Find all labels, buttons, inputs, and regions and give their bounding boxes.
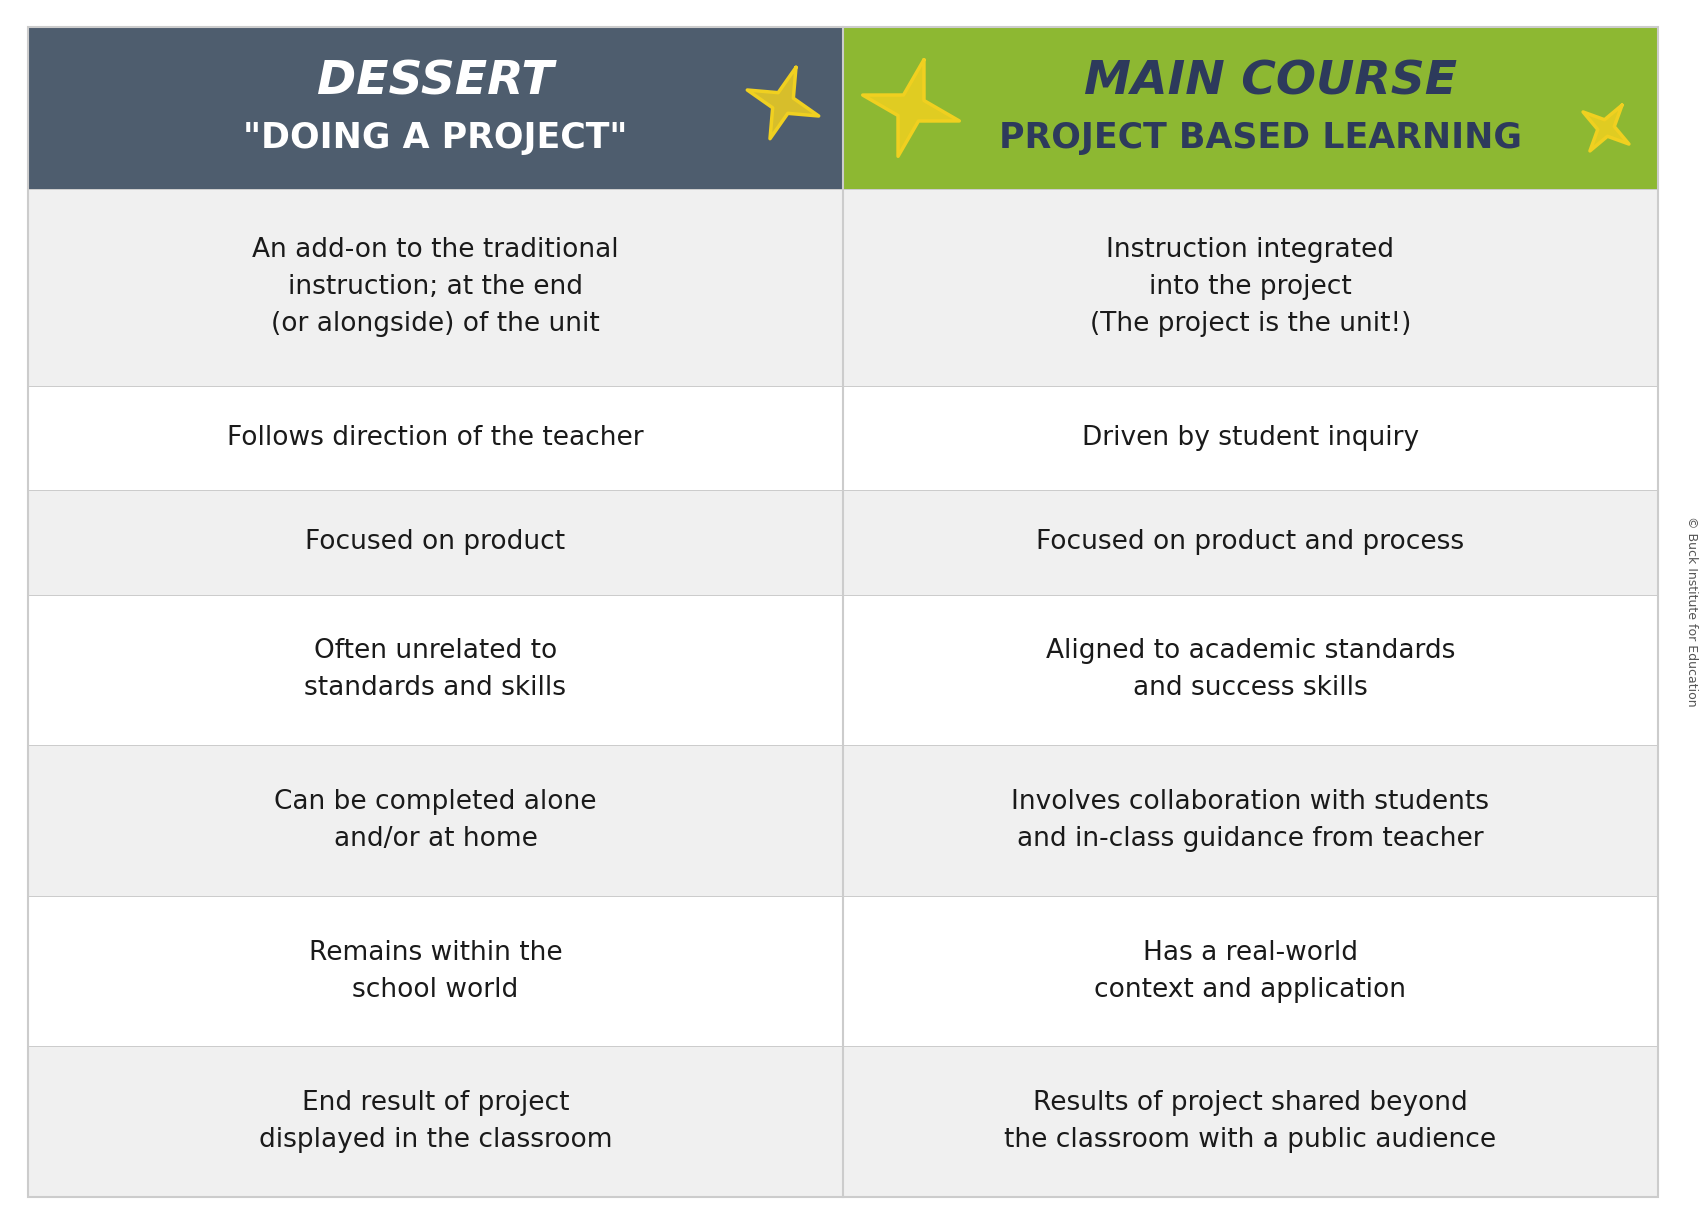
Text: Often unrelated to
standards and skills: Often unrelated to standards and skills [303, 638, 566, 701]
Text: End result of project
displayed in the classroom: End result of project displayed in the c… [259, 1090, 612, 1154]
Bar [27, 1046, 842, 1198]
Bar [27, 27, 842, 189]
Bar [842, 595, 1657, 745]
Text: Involves collaboration with students
and in-class guidance from teacher: Involves collaboration with students and… [1011, 789, 1488, 852]
Bar [27, 386, 842, 490]
Text: Can be completed alone
and/or at home: Can be completed alone and/or at home [275, 789, 597, 852]
Text: Follows direction of the teacher: Follows direction of the teacher [227, 425, 643, 451]
Bar [27, 896, 842, 1046]
Text: Remains within the
school world: Remains within the school world [309, 940, 563, 1002]
Bar [27, 745, 842, 896]
Text: Results of project shared beyond
the classroom with a public audience: Results of project shared beyond the cla… [1004, 1090, 1495, 1154]
Bar [842, 386, 1657, 490]
Text: PROJECT BASED LEARNING: PROJECT BASED LEARNING [999, 121, 1521, 155]
Bar [27, 595, 842, 745]
Polygon shape [863, 60, 958, 156]
Bar [842, 745, 1657, 896]
Text: MAIN COURSE: MAIN COURSE [1083, 60, 1456, 105]
Text: "DOING A PROJECT": "DOING A PROJECT" [244, 121, 627, 155]
Text: Focused on product and process: Focused on product and process [1037, 529, 1463, 555]
Text: DESSERT: DESSERT [317, 60, 554, 105]
Bar [27, 189, 842, 386]
Polygon shape [747, 67, 818, 139]
Text: © Buck Institute for Education: © Buck Institute for Education [1685, 516, 1698, 706]
Bar [842, 896, 1657, 1046]
Polygon shape [1582, 105, 1628, 152]
Bar [842, 189, 1657, 386]
Bar [842, 1046, 1657, 1198]
Bar [842, 27, 1657, 189]
Text: Driven by student inquiry: Driven by student inquiry [1081, 425, 1419, 451]
Text: Instruction integrated
into the project
(The project is the unit!): Instruction integrated into the project … [1089, 237, 1410, 337]
Text: Focused on product: Focused on product [305, 529, 566, 555]
Bar [842, 490, 1657, 595]
Text: Aligned to academic standards
and success skills: Aligned to academic standards and succes… [1045, 638, 1454, 701]
Bar [27, 490, 842, 595]
Text: An add-on to the traditional
instruction; at the end
(or alongside) of the unit: An add-on to the traditional instruction… [252, 237, 619, 337]
Text: Has a real-world
context and application: Has a real-world context and application [1095, 940, 1405, 1002]
